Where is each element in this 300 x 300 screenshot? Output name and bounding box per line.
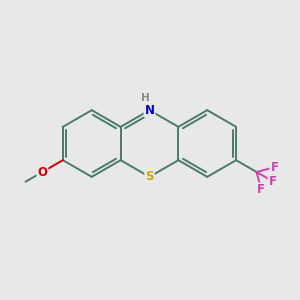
Text: F: F [268, 175, 277, 188]
Text: S: S [145, 170, 154, 183]
Text: H: H [141, 93, 150, 103]
Text: N: N [145, 104, 154, 117]
Text: O: O [38, 166, 47, 178]
Text: F: F [270, 161, 278, 174]
Text: F: F [257, 183, 266, 196]
